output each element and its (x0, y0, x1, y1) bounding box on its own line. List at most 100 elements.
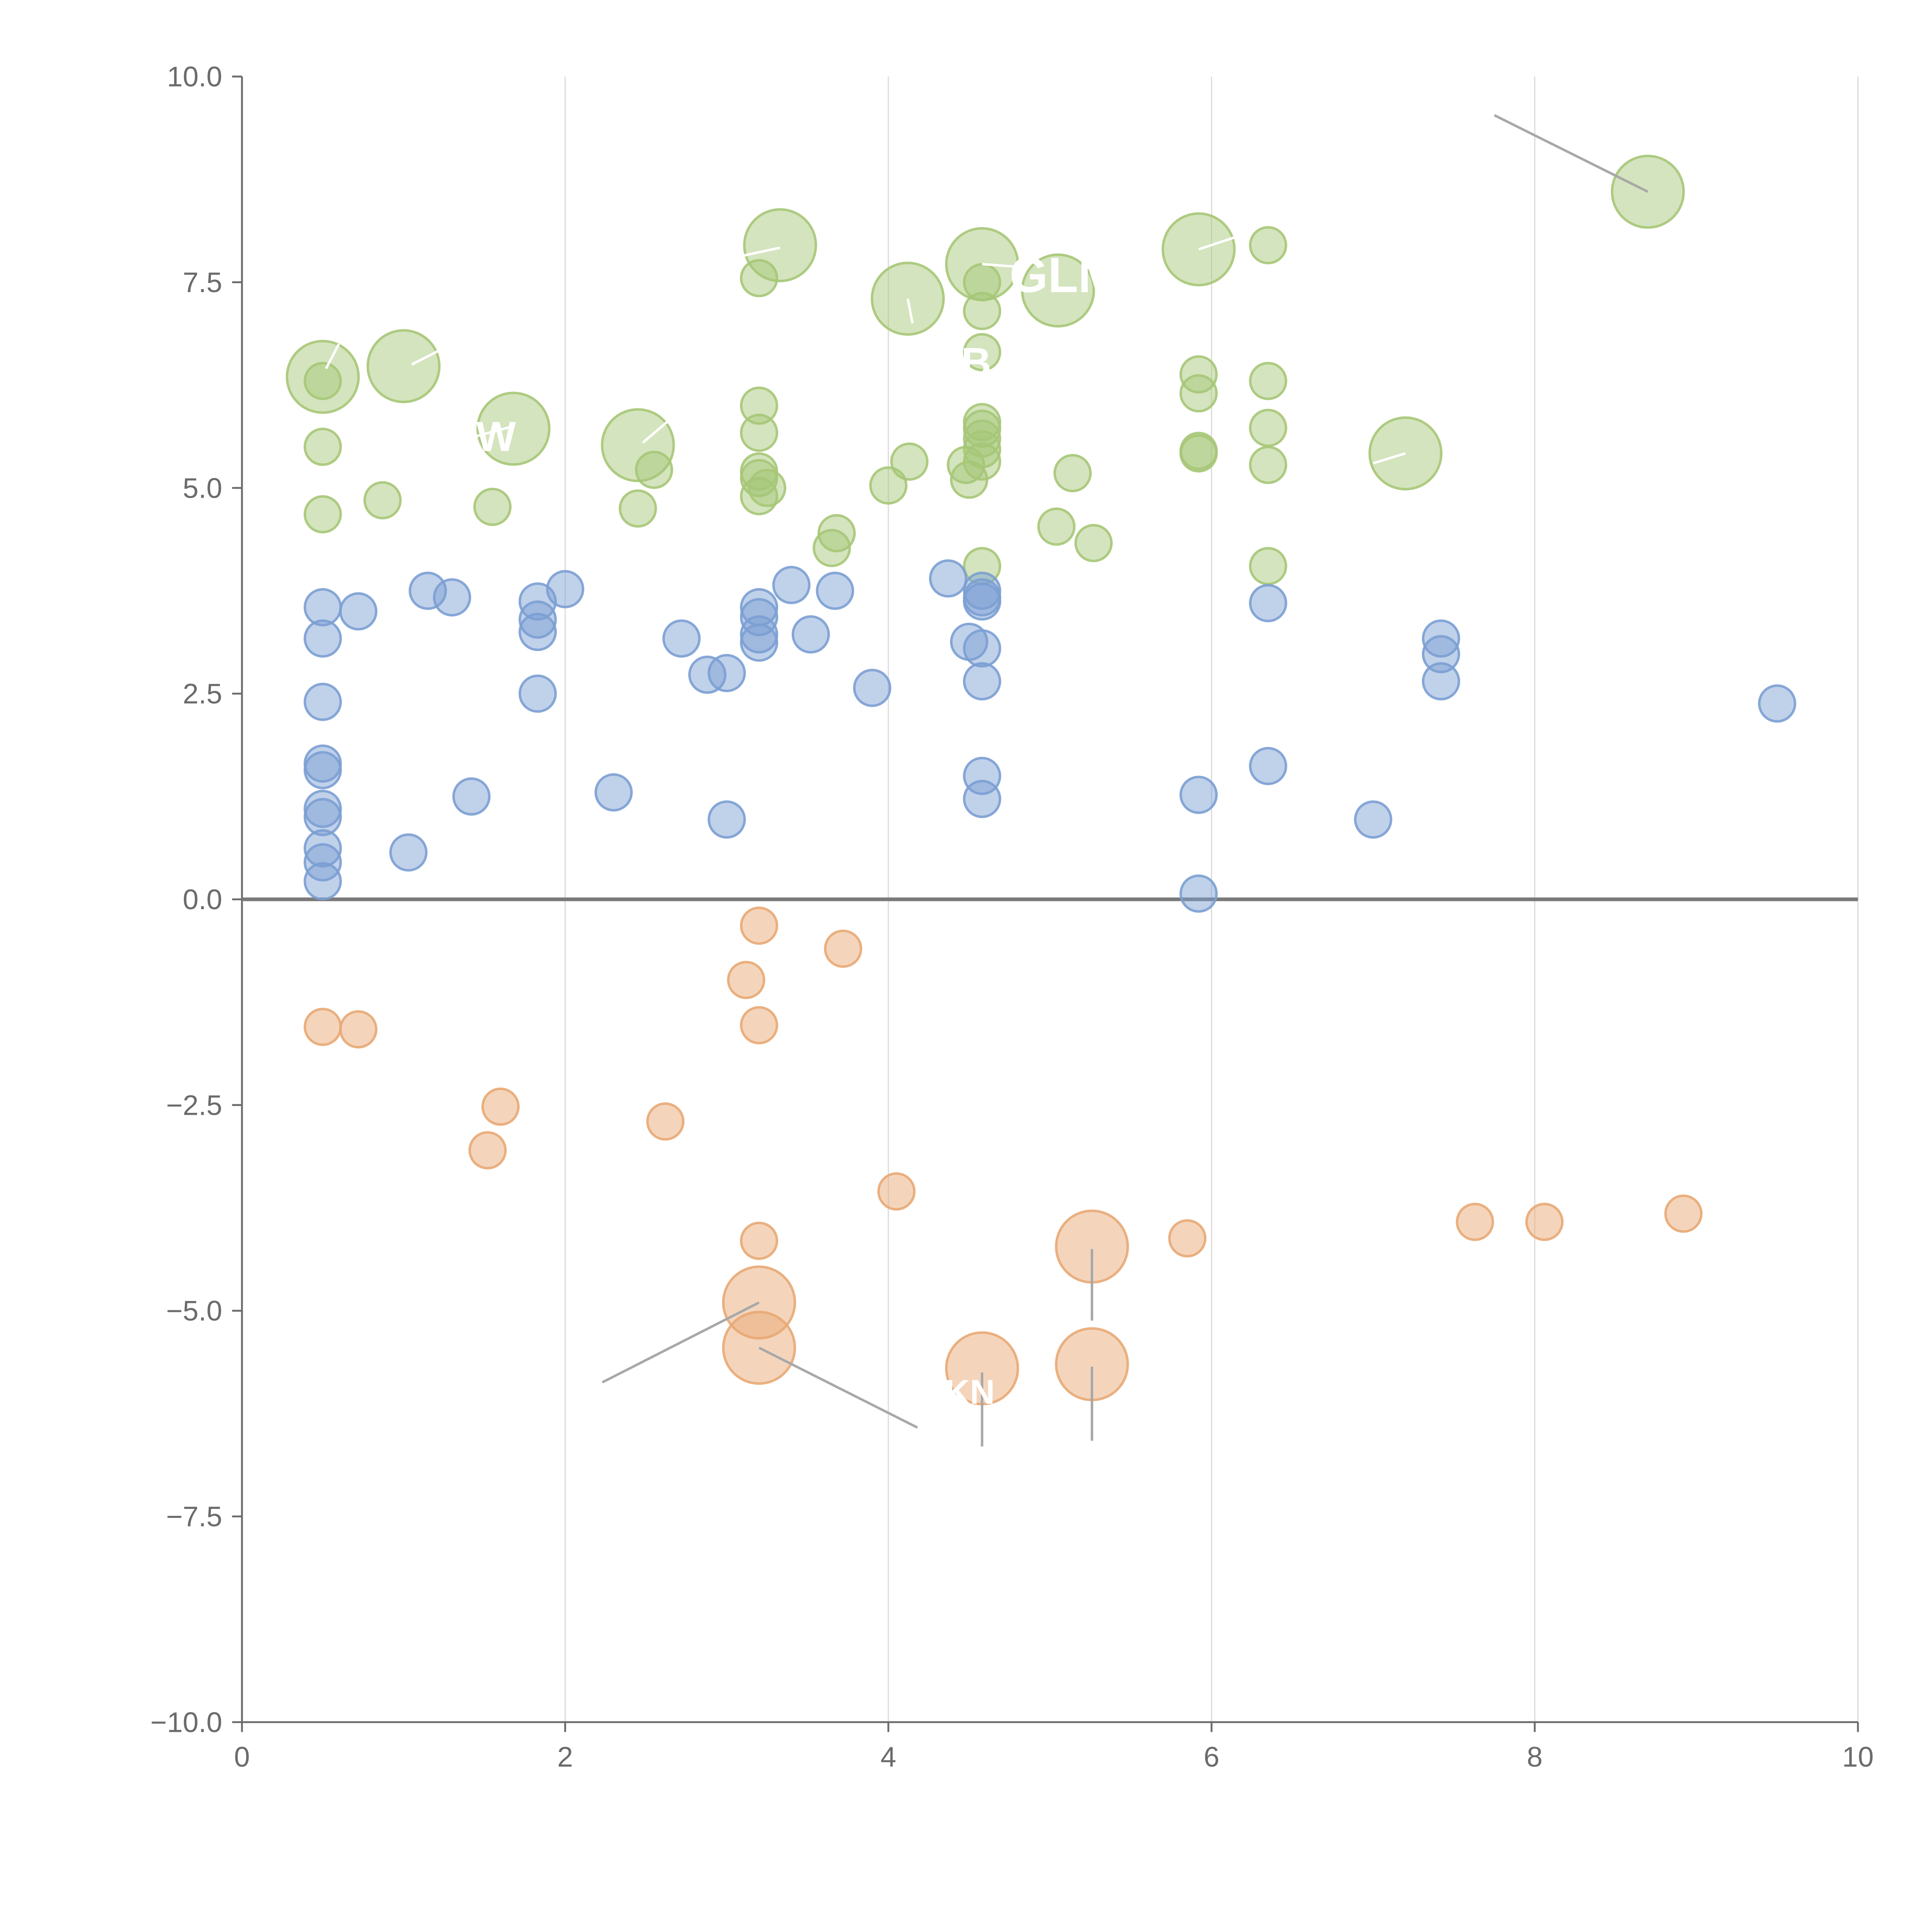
data-point-green (1053, 454, 1092, 492)
data-point-orange (303, 1008, 342, 1046)
data-point-blue (339, 592, 378, 631)
leader-lines (325, 114, 1649, 1447)
data-point-blue (303, 682, 342, 721)
data-point-blue (740, 623, 778, 662)
data-point-blue (688, 655, 727, 694)
y-tick-label: 10.0 (167, 61, 222, 93)
data-point-blue (303, 751, 342, 789)
annotation-label: GLM (1010, 248, 1119, 303)
x-tick-label: 10 (1842, 1741, 1874, 1773)
data-point-green (963, 430, 1002, 469)
y-tick-label: 5.0 (183, 472, 222, 504)
data-point-green (743, 208, 817, 282)
data-point-green (748, 469, 786, 507)
data-point-orange (877, 1172, 916, 1211)
data-point-blue (1249, 584, 1287, 622)
data-point-blue (546, 570, 585, 609)
data-point-green (1021, 253, 1095, 328)
data-point-green (366, 329, 441, 403)
data-point-blue (853, 668, 891, 707)
leader-line (602, 1301, 760, 1384)
data-point-blue (963, 629, 1002, 668)
data-point-green (473, 488, 512, 526)
data-point-blue (1179, 874, 1218, 913)
annotation-label: B (961, 339, 991, 386)
leader-line (1493, 114, 1649, 193)
data-point-blue (389, 833, 428, 872)
data-point-green (1037, 507, 1076, 546)
leader-line (325, 343, 340, 369)
data-point-green (890, 442, 929, 481)
data-point-green (303, 362, 342, 400)
leader-line (982, 263, 1026, 269)
data-point-green (619, 489, 657, 528)
annotation-label: A (767, 173, 792, 211)
data-point-blue (433, 578, 471, 617)
data-point-blue (963, 780, 1002, 818)
leader-line (906, 298, 914, 324)
data-point-orange (727, 961, 765, 999)
data-point-green (1249, 362, 1287, 400)
leader-line (759, 1347, 918, 1429)
leader-line (726, 246, 781, 260)
data-point-green (363, 481, 402, 520)
data-point-green (740, 413, 778, 452)
y-tick-label: −5.0 (166, 1295, 222, 1327)
leader-line (1372, 452, 1406, 464)
data-point-blue (791, 615, 830, 654)
data-point-orange (481, 1087, 520, 1126)
data-point-green (963, 333, 1002, 371)
data-point-blue (662, 619, 701, 658)
data-point-green (303, 427, 342, 466)
data-point-orange (1525, 1202, 1564, 1241)
data-point-orange (339, 1010, 378, 1049)
data-point-blue (519, 612, 557, 651)
data-point-blue (1179, 776, 1218, 814)
data-point-orange (1168, 1219, 1207, 1258)
data-points (286, 155, 1796, 1406)
data-point-blue (1422, 635, 1460, 673)
data-point-green (963, 419, 1002, 458)
data-point-blue (519, 600, 557, 639)
data-point-blue (1249, 747, 1287, 786)
leader-line (1198, 236, 1236, 251)
data-point-orange (740, 906, 778, 945)
data-point-green (963, 292, 1002, 330)
data-point-green (600, 408, 675, 482)
data-point-green (1179, 374, 1218, 413)
data-point-green (476, 391, 551, 466)
data-point-green (1179, 434, 1218, 473)
data-point-blue (963, 662, 1002, 701)
data-point-orange (468, 1131, 507, 1170)
data-point-blue (707, 654, 746, 692)
data-point-blue (772, 566, 811, 604)
data-point-green (963, 442, 1002, 481)
data-point-green (813, 529, 851, 567)
data-point-blue (303, 619, 342, 658)
data-point-blue (303, 862, 342, 901)
data-point-green (869, 466, 908, 505)
data-point-blue (1422, 619, 1460, 658)
data-point-blue (1422, 662, 1460, 701)
axes: 10.0 7.5 5.0 2.5 0.0 −2.5 −5.0 −7.5 −10.0 0 2 4 6 8 10 (150, 61, 1874, 1773)
x-tick-label: 0 (234, 1741, 250, 1773)
data-point-blue (452, 777, 491, 816)
data-point-green (740, 386, 778, 425)
x-tick-label: 2 (557, 1741, 573, 1773)
data-point-blue (929, 559, 968, 598)
data-point-green (1249, 547, 1287, 585)
x-tick-label: 4 (881, 1741, 896, 1773)
data-point-blue (519, 674, 557, 713)
data-point-orange (824, 929, 862, 968)
y-tick-label: 7.5 (183, 266, 222, 298)
data-point-green (1162, 212, 1236, 287)
data-point-orange (740, 1006, 778, 1044)
data-point-blue (303, 789, 342, 828)
annotation-label: KN (945, 1372, 995, 1411)
data-point-green (1074, 524, 1113, 562)
data-point-blue (1758, 684, 1796, 723)
data-point-green (635, 451, 673, 489)
data-point-green (1249, 226, 1287, 265)
